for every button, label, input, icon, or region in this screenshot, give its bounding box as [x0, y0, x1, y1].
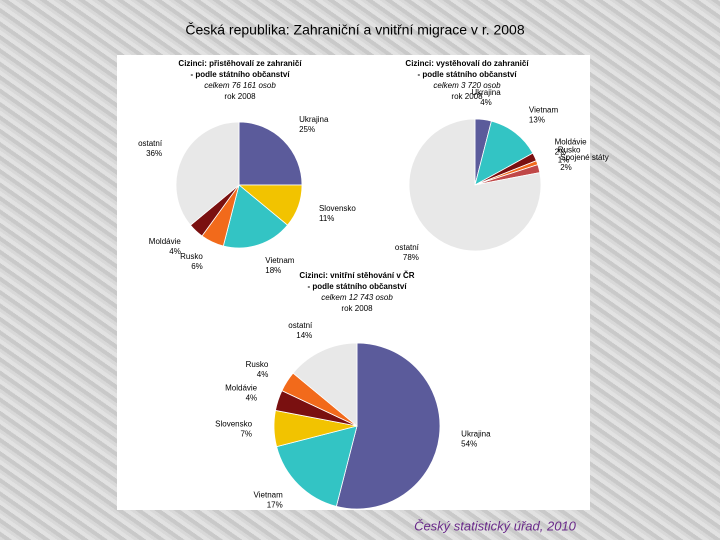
pie-slice: [238, 121, 303, 186]
slice-label: Ukrajina: [471, 88, 501, 97]
pie-note: celkem 76 161 osob: [204, 81, 276, 90]
slice-label: Rusko: [246, 360, 269, 369]
slice-value-label: 1%: [558, 155, 570, 164]
slice-label: ostatní: [138, 139, 163, 148]
slice-value-label: 7%: [240, 429, 252, 438]
slice-label: Vietnam: [529, 106, 559, 115]
slice-value-label: 25%: [299, 125, 315, 134]
pie-slice: [292, 342, 358, 427]
pie-title: Cizinci: vystěhovalí do zahraničí: [405, 59, 529, 68]
slice-label: Vietnam: [254, 490, 284, 499]
slice-label: Rusko: [180, 252, 203, 261]
slice-value-label: 11%: [319, 214, 334, 223]
pie-slice: [222, 184, 289, 249]
pie-slice: [335, 342, 441, 510]
pie-subtitle: - podle státního občanství: [307, 282, 407, 291]
pie-slice: [175, 121, 240, 226]
slice-label: Moldávie: [149, 237, 182, 246]
slice-label: Ukrajina: [299, 115, 329, 124]
pie-slice: [276, 425, 358, 507]
pie-year: rok 2008: [451, 92, 483, 101]
slice-value-label: 2%: [560, 163, 572, 172]
slice-value-label: 4%: [246, 394, 258, 403]
slice-label: Rusko: [558, 145, 581, 154]
pie-title: Cizinci: vnitřní stěhování v ČR: [299, 271, 414, 280]
slice-value-label: 2%: [555, 148, 567, 157]
slice-label: Ukrajina: [461, 429, 491, 438]
slice-label: ostatní: [395, 243, 420, 252]
slice-label: Moldávie: [225, 384, 258, 393]
slide-title: Česká republika: Zahraniční a vnitřní mi…: [185, 22, 524, 38]
slice-value-label: 13%: [529, 116, 545, 125]
pie-title: Cizinci: přistěhovalí ze zahraničí: [178, 59, 302, 68]
pie-slice: [408, 118, 542, 252]
slice-label: Vietnam: [265, 256, 295, 265]
pie-year: rok 2008: [341, 304, 373, 313]
slice-value-label: 78%: [403, 253, 419, 262]
pie-note: celkem 12 743 osob: [321, 293, 393, 302]
slice-label: Spojené státy: [560, 153, 608, 162]
pie-note: celkem 3 720 osob: [433, 81, 501, 90]
slice-value-label: 17%: [267, 500, 283, 509]
slice-label: Slovensko: [215, 419, 252, 428]
slice-value-label: 36%: [146, 149, 162, 158]
slice-value-label: 6%: [191, 262, 203, 271]
pie-subtitle: - podle státního občanství: [190, 70, 290, 79]
footer: Český statistický úřad, 2010: [414, 518, 577, 533]
slice-label: Moldávie: [555, 138, 588, 147]
slice-value-label: 4%: [257, 370, 269, 379]
slice-value-label: 54%: [461, 439, 477, 448]
slice-value-label: 4%: [169, 247, 181, 256]
pie-year: rok 2008: [224, 92, 256, 101]
pie-subtitle: - podle státního občanství: [417, 70, 517, 79]
slice-value-label: 18%: [265, 266, 281, 275]
slice-value-label: 4%: [480, 98, 492, 107]
slice-label: Slovensko: [319, 204, 356, 213]
slice-value-label: 14%: [296, 331, 312, 340]
slice-label: ostatní: [288, 321, 313, 330]
